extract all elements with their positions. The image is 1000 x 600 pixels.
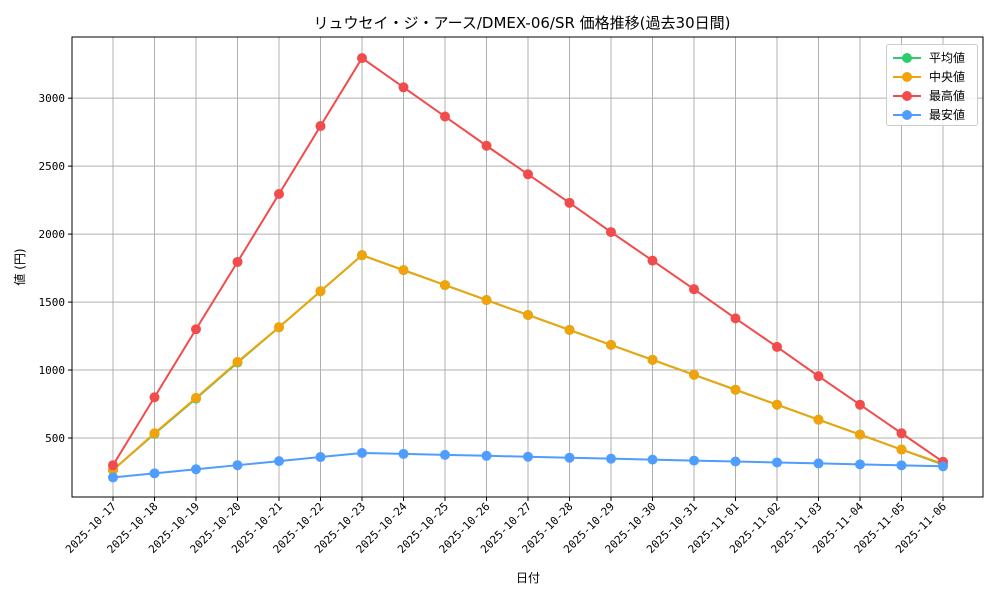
data-point: [689, 284, 699, 295]
data-point: [772, 399, 782, 410]
legend-label: 平均値: [929, 51, 966, 65]
data-point: [606, 453, 616, 464]
data-point: [315, 452, 326, 463]
data-point: [440, 449, 450, 460]
data-point: [232, 256, 243, 267]
legend-item-max: 最高値: [893, 86, 971, 105]
data-point: [896, 444, 907, 455]
data-point: [191, 324, 201, 335]
data-point: [191, 464, 201, 475]
data-point: [772, 341, 782, 352]
series-1: [108, 250, 948, 475]
data-point: [896, 428, 907, 439]
chart-title: リュウセイ・ジ・アース/DMEX-06/SR 価格推移(過去30日間): [313, 14, 731, 32]
y-axis: 500 1000 1500 2000 2500 3000: [39, 92, 72, 445]
data-point: [440, 280, 450, 291]
data-point: [274, 189, 284, 200]
data-point: [647, 255, 658, 266]
x-axis: 2025-10-172025-10-182025-10-192025-10-20…: [63, 497, 949, 556]
y-tick-label: 1500: [39, 296, 66, 309]
data-point: [606, 339, 616, 350]
legend-label: 最安値: [929, 108, 966, 122]
data-point: [689, 369, 699, 380]
data-point: [730, 313, 741, 324]
legend-label: 中央値: [929, 70, 966, 84]
y-tick-label: 2000: [39, 228, 66, 241]
data-point: [730, 384, 741, 395]
data-point: [813, 414, 824, 425]
data-point: [357, 250, 367, 261]
data-point: [813, 371, 824, 382]
data-point: [398, 265, 409, 276]
legend-marker-icon: [893, 109, 921, 120]
data-point: [647, 454, 658, 465]
series-2: [108, 53, 948, 471]
series-layer: [108, 53, 948, 483]
x-axis-label: 日付: [516, 571, 540, 585]
series-3: [108, 447, 948, 483]
data-point: [855, 459, 865, 470]
data-point: [938, 461, 948, 472]
data-point: [523, 309, 533, 320]
y-tick-label: 3000: [39, 92, 66, 105]
data-point: [149, 392, 160, 403]
data-point: [398, 448, 409, 459]
data-point: [108, 472, 118, 483]
data-point: [149, 468, 160, 479]
data-point: [398, 82, 409, 93]
legend-marker-icon: [893, 71, 921, 82]
data-point: [855, 429, 865, 440]
y-tick-label: 500: [45, 432, 65, 445]
data-point: [481, 140, 492, 151]
legend-item-min: 最安値: [893, 105, 971, 124]
legend-marker-icon: [893, 52, 921, 63]
y-tick-label: 1000: [39, 364, 66, 377]
data-point: [357, 53, 367, 64]
legend-marker-icon: [893, 90, 921, 101]
data-point: [481, 295, 492, 306]
data-point: [564, 197, 575, 208]
data-point: [523, 451, 533, 462]
data-point: [647, 354, 658, 365]
data-point: [813, 458, 824, 469]
data-point: [440, 111, 450, 122]
legend: 平均値 中央値 最高値 最安値: [886, 44, 978, 126]
data-point: [191, 392, 201, 403]
data-point: [896, 460, 907, 471]
data-point: [108, 460, 118, 471]
grid-lines: [72, 37, 983, 497]
y-axis-label: 値 (円): [12, 248, 27, 285]
data-point: [772, 457, 782, 468]
data-point: [315, 286, 326, 297]
legend-item-median: 中央値: [893, 67, 971, 86]
data-point: [523, 169, 533, 180]
data-point: [232, 460, 243, 471]
data-point: [689, 455, 699, 466]
data-point: [274, 456, 284, 467]
data-point: [855, 399, 865, 410]
data-point: [606, 227, 616, 238]
data-point: [274, 322, 284, 333]
data-point: [357, 447, 367, 458]
data-point: [564, 324, 575, 335]
legend-item-average: 平均値: [893, 48, 971, 67]
data-point: [232, 356, 243, 367]
data-point: [730, 456, 741, 467]
data-point: [315, 121, 326, 132]
data-point: [481, 450, 492, 461]
data-point: [564, 452, 575, 463]
y-tick-label: 2500: [39, 160, 66, 173]
data-point: [149, 428, 160, 439]
legend-label: 最高値: [929, 89, 966, 103]
